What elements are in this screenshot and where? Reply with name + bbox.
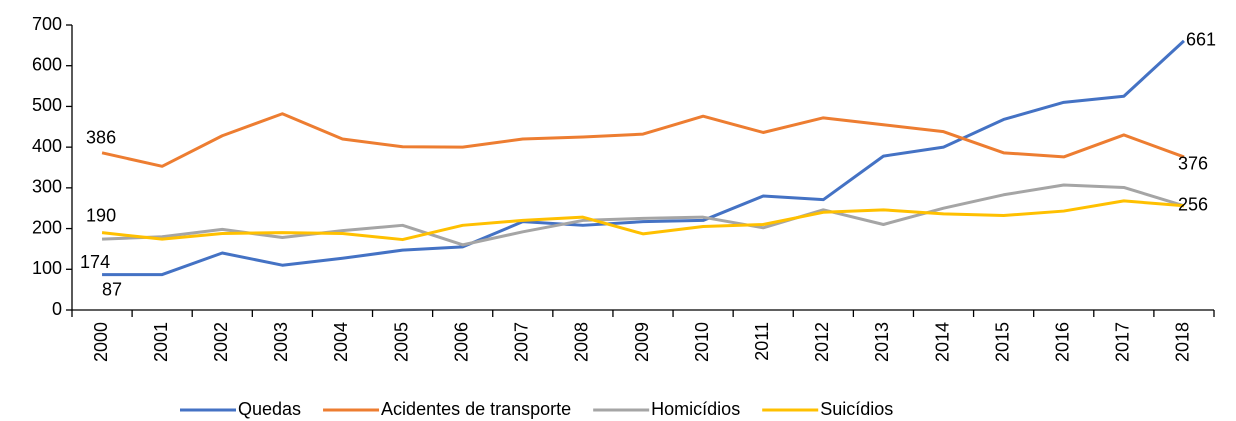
x-tick-label: 2000 [91, 322, 111, 362]
x-tick-label: 2016 [1052, 322, 1072, 362]
x-tick-label: 2007 [512, 322, 532, 362]
data-label: 190 [86, 205, 116, 225]
x-tick-label: 2003 [271, 322, 291, 362]
legend-label: Homicídios [651, 399, 740, 419]
data-label: 174 [80, 252, 110, 272]
y-tick-label: 400 [32, 136, 62, 156]
y-tick-label: 300 [32, 177, 62, 197]
x-tick-label: 2013 [872, 322, 892, 362]
x-tick-label: 2011 [752, 322, 772, 361]
y-tick-label: 0 [52, 299, 62, 319]
line-series [101, 183, 1185, 247]
line-series [101, 199, 1185, 242]
line-series [102, 39, 1185, 277]
data-label: 386 [86, 128, 116, 148]
data-label: 661 [1186, 30, 1216, 50]
x-tick-label: 2018 [1173, 322, 1193, 362]
x-tick-label: 2014 [932, 322, 952, 362]
data-label: 87 [102, 279, 122, 299]
x-tick-label: 2004 [331, 322, 351, 362]
x-tick-label: 2015 [992, 322, 1012, 362]
x-tick-label: 2002 [211, 322, 231, 362]
x-tick-label: 2005 [391, 322, 411, 362]
legend-label: Acidentes de transporte [381, 399, 571, 419]
x-tick-label: 2009 [632, 322, 652, 362]
y-tick-label: 200 [32, 217, 62, 237]
x-tick-label: 2012 [812, 322, 832, 362]
x-tick-label: 2010 [692, 322, 712, 362]
y-tick-label: 700 [32, 14, 62, 34]
data-label: 256 [1178, 195, 1208, 215]
line-series [101, 112, 1185, 168]
legend-label: Suicídios [820, 399, 893, 419]
data-label: 376 [1178, 154, 1208, 174]
y-tick-label: 500 [32, 95, 62, 115]
y-tick-label: 600 [32, 54, 62, 74]
x-tick-label: 2017 [1113, 322, 1133, 362]
x-tick-label: 2008 [572, 322, 592, 362]
x-tick-label: 2006 [451, 322, 471, 362]
y-tick-label: 100 [32, 258, 62, 278]
x-tick-label: 2001 [151, 322, 171, 362]
legend-label: Quedas [238, 399, 301, 419]
